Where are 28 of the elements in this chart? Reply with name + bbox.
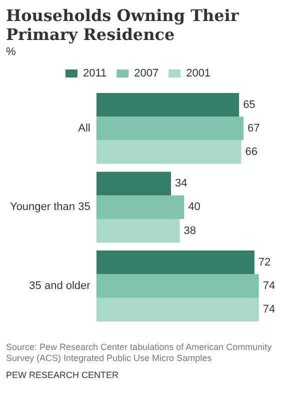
data-label: 74 — [262, 280, 276, 292]
bar — [96, 298, 259, 322]
legend-label: 2001 — [186, 68, 211, 80]
y-tick-label: 35 and older — [29, 280, 91, 292]
data-label: 67 — [247, 122, 260, 134]
data-label: 72 — [258, 256, 271, 268]
data-label: 40 — [188, 201, 200, 214]
source-note: Source: Pew Research Center tabulations of American Community Survey (ACS) Integrated Public Use Micro Samples — [6, 342, 273, 364]
bar — [96, 140, 242, 164]
bar — [96, 116, 244, 140]
y-tick-label: Younger than 35 — [10, 201, 90, 214]
legend-label: 2011 — [82, 68, 107, 80]
legend-label: 2007 — [134, 68, 159, 80]
bar — [96, 219, 180, 243]
bar — [96, 274, 259, 298]
bar — [96, 172, 171, 196]
data-label: 66 — [245, 146, 258, 158]
bar — [96, 195, 184, 220]
chart-subtitle: % — [6, 46, 17, 58]
bar — [96, 92, 240, 117]
bar — [96, 250, 254, 274]
y-tick-label: All — [78, 122, 90, 134]
data-label: 65 — [243, 98, 256, 111]
text: PEW RESEARCH CENTER — [6, 370, 120, 381]
data-label: 74 — [262, 304, 276, 316]
data-label: 34 — [174, 178, 188, 190]
data-label: 38 — [184, 224, 196, 237]
chart-title: Households Owning Their Primary Residence — [6, 6, 240, 44]
